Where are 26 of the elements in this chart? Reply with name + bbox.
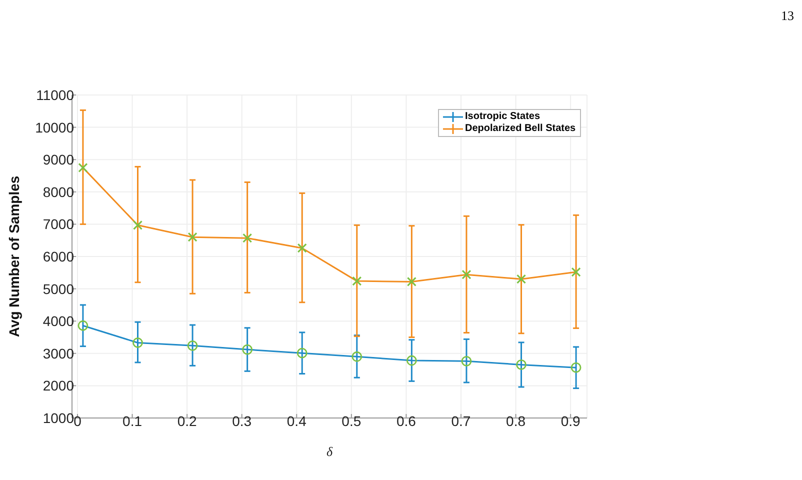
y-tick-label: 9000: [42, 152, 74, 168]
x-axis-title: δ: [326, 444, 334, 459]
x-tick-label: 0.3: [232, 412, 252, 429]
legend-label: Depolarized Bell States: [465, 123, 576, 135]
y-tick-label: 5000: [42, 280, 74, 297]
y-tick-label: 7000: [42, 216, 74, 232]
y-tick-label: 3000: [42, 345, 74, 362]
x-tick-label: 0.6: [396, 412, 416, 429]
x-tick-label: 0.9: [560, 412, 581, 429]
x-tick-label: 0.1: [122, 412, 142, 429]
legend-label: Isotropic States: [465, 111, 540, 123]
y-tick-label: 1000: [42, 410, 74, 426]
x-tick-label: 0.7: [451, 412, 471, 429]
y-tick-label: 6000: [42, 248, 74, 264]
y-tick-label: 11000: [36, 86, 74, 103]
x-tick-label: 0.8: [506, 412, 526, 429]
x-tick-label: 0.2: [177, 412, 197, 429]
text: 13: [781, 8, 794, 24]
x-tick-label: 0: [74, 412, 82, 429]
y-axis-title: Avg Number of Samples: [6, 176, 22, 338]
y-tick-label: 10000: [35, 119, 74, 136]
y-tick-label: 8000: [42, 184, 74, 200]
x-tick-label: 0.4: [286, 412, 307, 429]
x-tick-label: 0.5: [342, 412, 362, 429]
y-tick-label: 2000: [42, 378, 74, 394]
y-tick-label: 4000: [42, 313, 74, 330]
